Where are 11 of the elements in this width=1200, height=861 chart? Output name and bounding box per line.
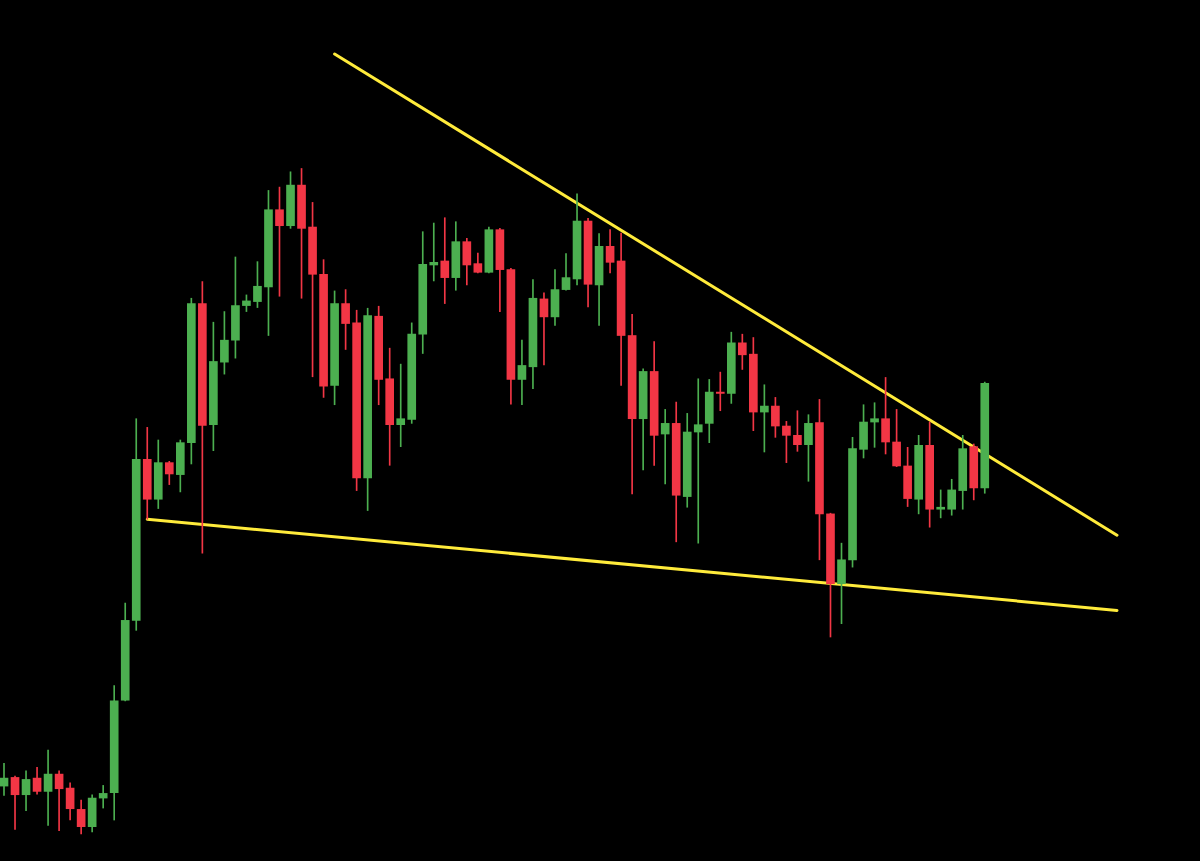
candlestick <box>517 339 527 406</box>
candlestick <box>693 378 703 544</box>
candlestick <box>429 222 439 282</box>
candlestick <box>43 749 53 826</box>
candlestick <box>660 409 670 485</box>
candlestick <box>396 363 406 447</box>
candlestick <box>715 371 725 412</box>
candlestick <box>936 489 946 519</box>
candlestick <box>54 770 64 831</box>
candlestick <box>98 785 108 809</box>
candlestick <box>440 217 450 304</box>
